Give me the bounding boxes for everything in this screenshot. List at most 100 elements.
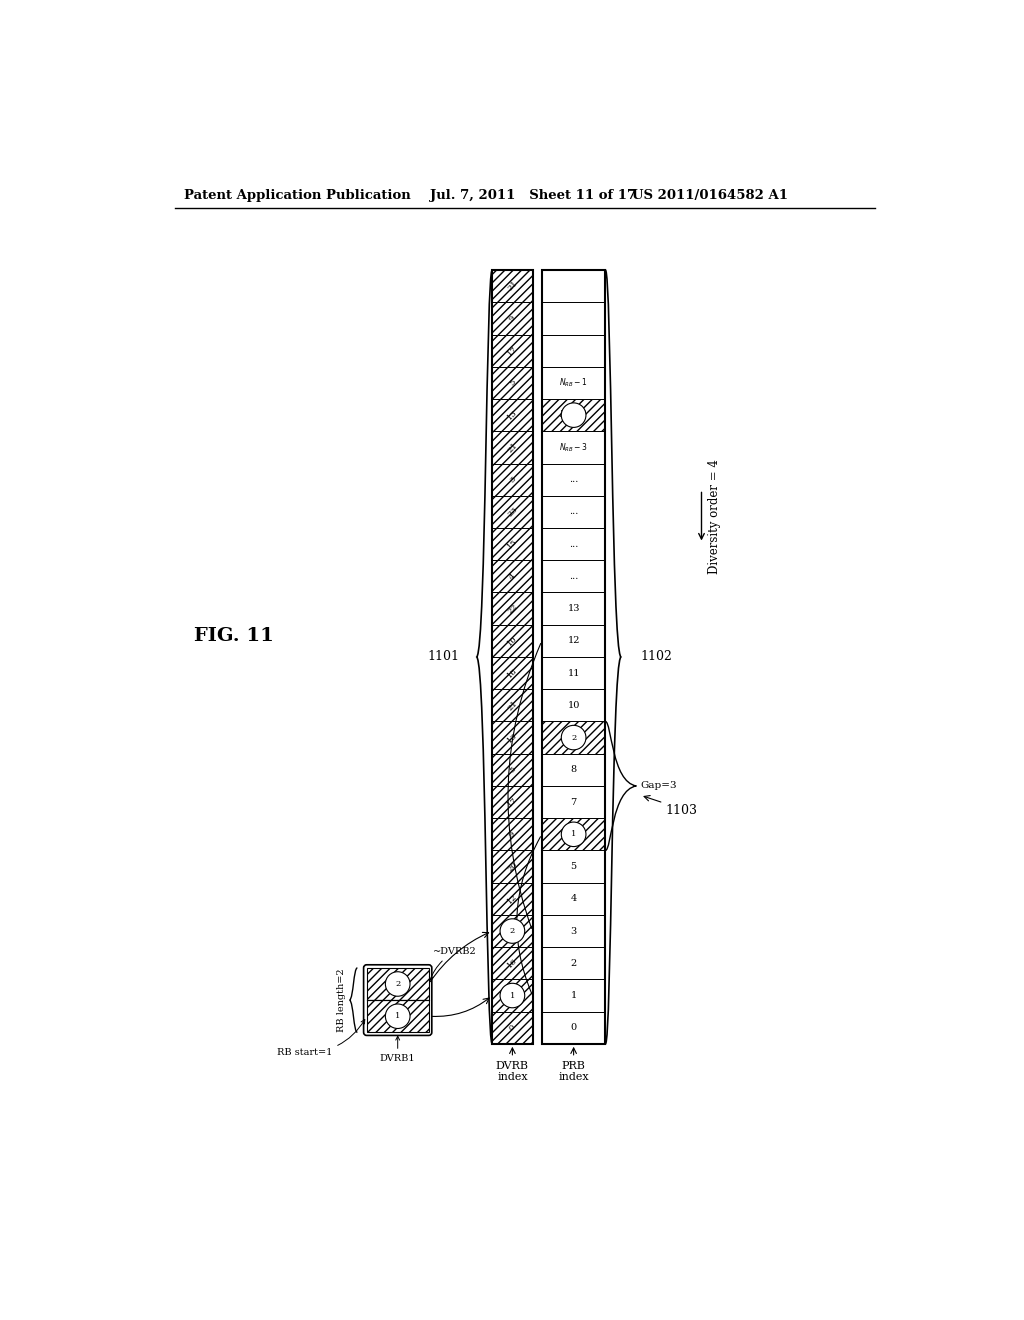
Circle shape [385, 1005, 410, 1028]
Text: $N_{RB}-3$: $N_{RB}-3$ [559, 441, 588, 454]
Circle shape [561, 725, 586, 750]
Bar [493, 271, 532, 1044]
Text: 1102: 1102 [640, 651, 672, 664]
Bar [542, 657, 605, 689]
Bar [493, 948, 532, 979]
Bar [542, 367, 605, 399]
Bar [542, 754, 605, 785]
Text: RB start=1: RB start=1 [278, 1019, 365, 1057]
Bar [493, 624, 532, 657]
Bar [493, 722, 532, 754]
Bar [493, 302, 532, 334]
Text: 8: 8 [570, 766, 577, 775]
Bar [493, 463, 532, 496]
Text: 9: 9 [508, 314, 517, 323]
Bar [542, 624, 605, 657]
Bar [493, 689, 532, 722]
Circle shape [561, 403, 586, 428]
Bar [542, 432, 605, 463]
Text: ~DVRB2: ~DVRB2 [429, 948, 476, 981]
Text: 17: 17 [506, 796, 519, 809]
Text: Diversity order = 4: Diversity order = 4 [708, 459, 721, 574]
Text: 17: 17 [506, 345, 519, 358]
Text: 1: 1 [395, 1012, 400, 1020]
Bar [542, 463, 605, 496]
Bar [542, 722, 605, 754]
Circle shape [500, 919, 524, 944]
Text: 0: 0 [570, 1023, 577, 1032]
Text: 2: 2 [570, 958, 577, 968]
Circle shape [385, 972, 410, 997]
Text: 14: 14 [506, 924, 519, 937]
Bar [493, 432, 532, 463]
Text: 11: 11 [567, 669, 580, 677]
Bar [542, 496, 605, 528]
Text: 10: 10 [506, 635, 519, 647]
Bar [542, 818, 605, 850]
Text: 0: 0 [508, 1023, 517, 1032]
Text: 16: 16 [506, 957, 519, 970]
Text: 13: 13 [506, 408, 519, 422]
Bar [542, 528, 605, 560]
Text: 4: 4 [508, 572, 517, 581]
Bar [542, 948, 605, 979]
Bar [542, 334, 605, 367]
Bar [493, 883, 532, 915]
Text: ...: ... [569, 475, 579, 484]
Bar [542, 593, 605, 624]
Bar [542, 271, 605, 302]
Text: Jul. 7, 2011   Sheet 11 of 17: Jul. 7, 2011 Sheet 11 of 17 [430, 189, 636, 202]
Bar [367, 968, 429, 1001]
Bar [493, 271, 532, 302]
Bar [493, 785, 532, 818]
Text: 22: 22 [506, 602, 519, 615]
Text: 6: 6 [570, 830, 577, 838]
Bar [493, 754, 532, 785]
Bar [542, 560, 605, 593]
Bar [542, 915, 605, 948]
Text: 1: 1 [571, 830, 577, 838]
Bar [493, 560, 532, 593]
Circle shape [500, 983, 524, 1007]
Bar [542, 1011, 605, 1044]
Text: 12: 12 [506, 892, 519, 906]
Text: 2: 2 [510, 927, 515, 935]
Text: 12: 12 [567, 636, 580, 645]
Bar [493, 1011, 532, 1044]
Text: 9: 9 [508, 829, 517, 840]
Text: RB length=2: RB length=2 [337, 969, 346, 1032]
Bar [493, 528, 532, 560]
Text: DVRB1: DVRB1 [380, 1036, 416, 1063]
Bar [493, 334, 532, 367]
Text: 21: 21 [506, 698, 519, 711]
Bar [493, 850, 532, 883]
Bar [542, 399, 605, 432]
Bar [542, 883, 605, 915]
Bar [493, 657, 532, 689]
Text: 1: 1 [570, 991, 577, 1001]
Bar [542, 689, 605, 722]
Text: 1103: 1103 [665, 804, 697, 817]
Text: 5: 5 [508, 766, 517, 775]
Text: 21: 21 [506, 280, 519, 293]
Text: DVRB
index: DVRB index [496, 1061, 529, 1082]
Bar [493, 367, 532, 399]
Text: Gap=3: Gap=3 [640, 781, 677, 791]
Text: Patent Application Publication: Patent Application Publication [183, 189, 411, 202]
Text: 21: 21 [506, 441, 519, 454]
Bar [493, 979, 532, 1011]
Text: FIG. 11: FIG. 11 [194, 627, 273, 644]
Text: PRB
index: PRB index [558, 1061, 589, 1082]
Text: 9: 9 [570, 733, 577, 742]
Text: 3: 3 [570, 927, 577, 936]
Text: 15: 15 [506, 537, 519, 550]
Text: 1101: 1101 [428, 651, 460, 664]
Text: ...: ... [569, 507, 579, 516]
Text: 5: 5 [508, 378, 517, 388]
Bar [542, 785, 605, 818]
Text: US 2011/0164582 A1: US 2011/0164582 A1 [632, 189, 787, 202]
Text: 3: 3 [508, 475, 517, 484]
Text: 1: 1 [510, 991, 515, 999]
Text: 18: 18 [506, 667, 519, 680]
Text: ...: ... [569, 572, 579, 581]
